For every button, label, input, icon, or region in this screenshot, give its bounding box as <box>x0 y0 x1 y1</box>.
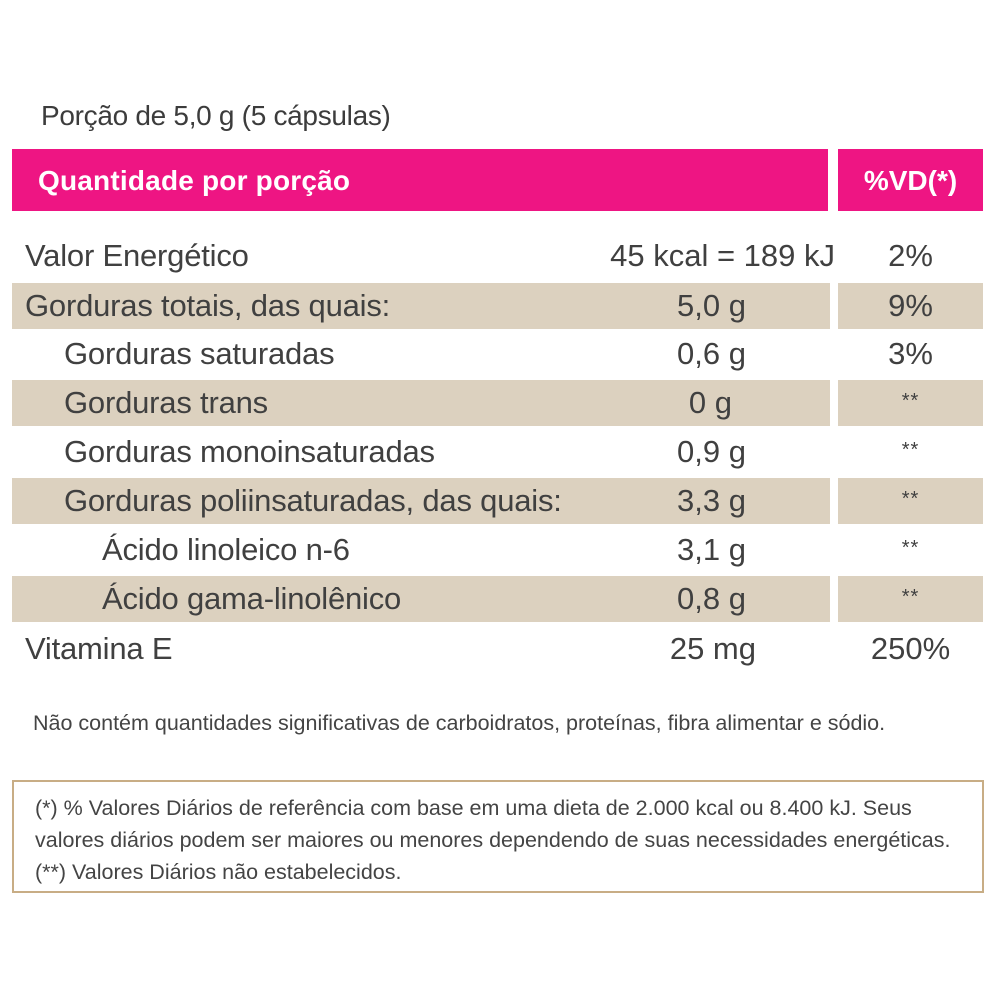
table-row: Ácido linoleico n-6 3,1 g ** <box>0 527 1000 573</box>
nutrient-amount: 45 kcal = 189 kJ <box>610 238 835 273</box>
table-row: Gorduras saturadas 0,6 g 3% <box>0 331 1000 377</box>
nutrient-vd: ** <box>901 537 920 559</box>
nutrient-amount: 0,6 g <box>677 336 746 371</box>
row-vd-background <box>838 283 983 329</box>
row-vd-background <box>838 380 983 426</box>
nutrient-name: Gorduras totais, das quais: <box>25 288 391 323</box>
row-vd-background <box>838 576 983 622</box>
header-quantity: Quantidade por porção <box>12 149 828 211</box>
nutrient-vd: 2% <box>888 238 933 273</box>
nutrient-amount: 0 g <box>688 385 732 420</box>
nutrient-vd: ** <box>901 390 920 412</box>
nutrient-vd: ** <box>901 586 920 608</box>
table-row: Ácido gama-linolênico 0,8 g ** <box>0 576 1000 622</box>
header-quantity-label: Quantidade por porção <box>38 165 351 196</box>
footnote-box: (*) % Valores Diários de referência com … <box>12 780 984 893</box>
nutrient-name: Valor Energético <box>25 238 249 273</box>
row-vd-background <box>838 478 983 524</box>
nutrient-name: Gorduras saturadas <box>64 336 335 371</box>
nutrient-vd: ** <box>901 488 920 510</box>
nutrient-amount: 3,1 g <box>677 532 746 567</box>
not-significant-note: Não contém quantidades significativas de… <box>33 711 886 735</box>
table-row: Gorduras monoinsaturadas 0,9 g ** <box>0 429 1000 475</box>
nutrient-amount: 3,3 g <box>677 483 746 518</box>
nutrient-vd: 250% <box>870 631 951 666</box>
row-background <box>12 283 830 329</box>
nutrient-name: Ácido linoleico n-6 <box>102 532 350 567</box>
portion-label: Porção de 5,0 g (5 cápsulas) <box>41 100 391 131</box>
row-background <box>12 380 830 426</box>
table-row: Gorduras totais, das quais: 5,0 g 9% <box>0 283 1000 329</box>
nutrient-name: Gorduras monoinsaturadas <box>64 434 435 469</box>
table-row: Valor Energético 45 kcal = 189 kJ 2% <box>0 233 1000 279</box>
nutrient-amount: 5,0 g <box>677 288 746 323</box>
header-vd-label: %VD(*) <box>863 165 958 196</box>
table-row: Gorduras poliinsaturadas, das quais: 3,3 … <box>0 478 1000 524</box>
nutrient-vd: 9% <box>888 288 933 323</box>
header-vd: %VD(*) <box>838 149 983 211</box>
table-row: Vitamina E 25 mg 250% <box>0 626 1000 672</box>
nutrient-amount: 0,8 g <box>677 581 746 616</box>
row-background <box>12 478 830 524</box>
footnote-text: (*) % Valores Diários de referência com … <box>35 796 951 884</box>
nutrient-vd: ** <box>901 439 920 461</box>
nutrient-amount: 25 mg <box>669 631 756 666</box>
nutrient-name: Vitamina E <box>25 631 173 666</box>
row-background <box>12 576 830 622</box>
table-row: Gorduras trans 0 g ** <box>0 380 1000 426</box>
nutrient-vd: 3% <box>888 336 933 371</box>
nutrient-amount: 0,9 g <box>677 434 746 469</box>
nutrient-name: Gorduras poliinsaturadas, das quais: <box>64 483 562 518</box>
nutrient-name: Gorduras trans <box>64 385 268 420</box>
nutrient-name: Ácido gama-linolênico <box>102 581 402 616</box>
